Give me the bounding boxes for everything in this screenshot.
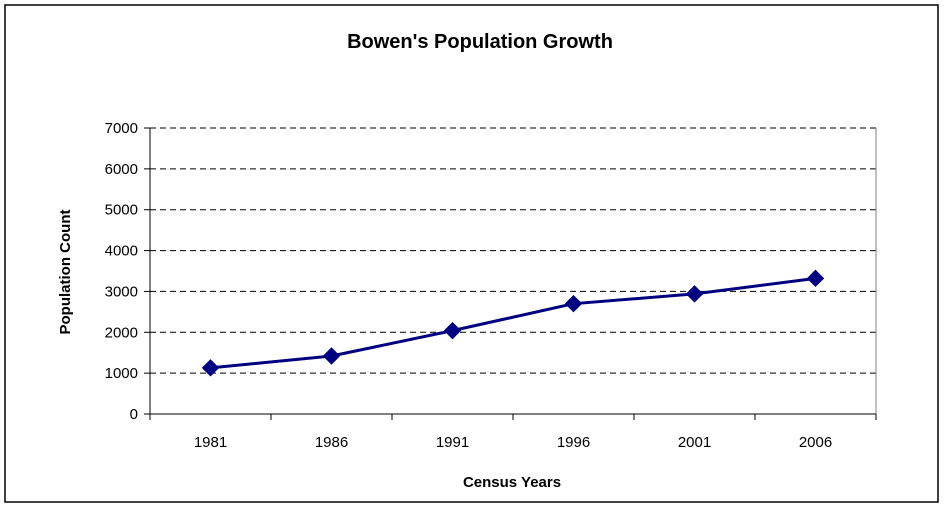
x-tick-label: 1996 — [557, 434, 590, 451]
series-markers — [201, 269, 825, 377]
y-tick-label: 6000 — [105, 161, 138, 178]
x-tick-label: 1986 — [315, 434, 348, 451]
data-point-marker — [201, 359, 220, 377]
y-tick-label: 7000 — [105, 120, 138, 137]
chart-border — [4, 4, 939, 503]
x-axis-label: Census Years — [463, 474, 561, 491]
chart-title: Bowen's Population Growth — [347, 31, 613, 53]
x-tick-label: 1991 — [436, 434, 469, 451]
data-point-marker — [322, 347, 341, 365]
x-tick-label: 2006 — [799, 434, 832, 451]
y-tick-label: 0 — [130, 406, 138, 423]
series-line — [210, 276, 816, 370]
y-tick-label: 5000 — [105, 202, 138, 219]
y-tick-label: 4000 — [105, 243, 138, 260]
y-axis-label: Population Count — [57, 210, 74, 335]
data-point-marker — [443, 321, 462, 340]
data-point-marker — [685, 285, 704, 303]
y-tick-label: 1000 — [105, 365, 138, 382]
series-line-layer — [210, 276, 816, 370]
y-tick-label: 2000 — [105, 324, 138, 341]
data-point-marker — [564, 294, 583, 313]
gridlines — [150, 127, 876, 374]
x-tick-label: 1981 — [194, 434, 227, 451]
x-tick-label: 2001 — [678, 434, 711, 451]
y-tick-label: 3000 — [105, 283, 138, 300]
axes: 0 1000 2000 3000 4000 5000 6000 7000 1981 1986 199… — [105, 120, 877, 451]
data-point-marker — [806, 269, 825, 288]
